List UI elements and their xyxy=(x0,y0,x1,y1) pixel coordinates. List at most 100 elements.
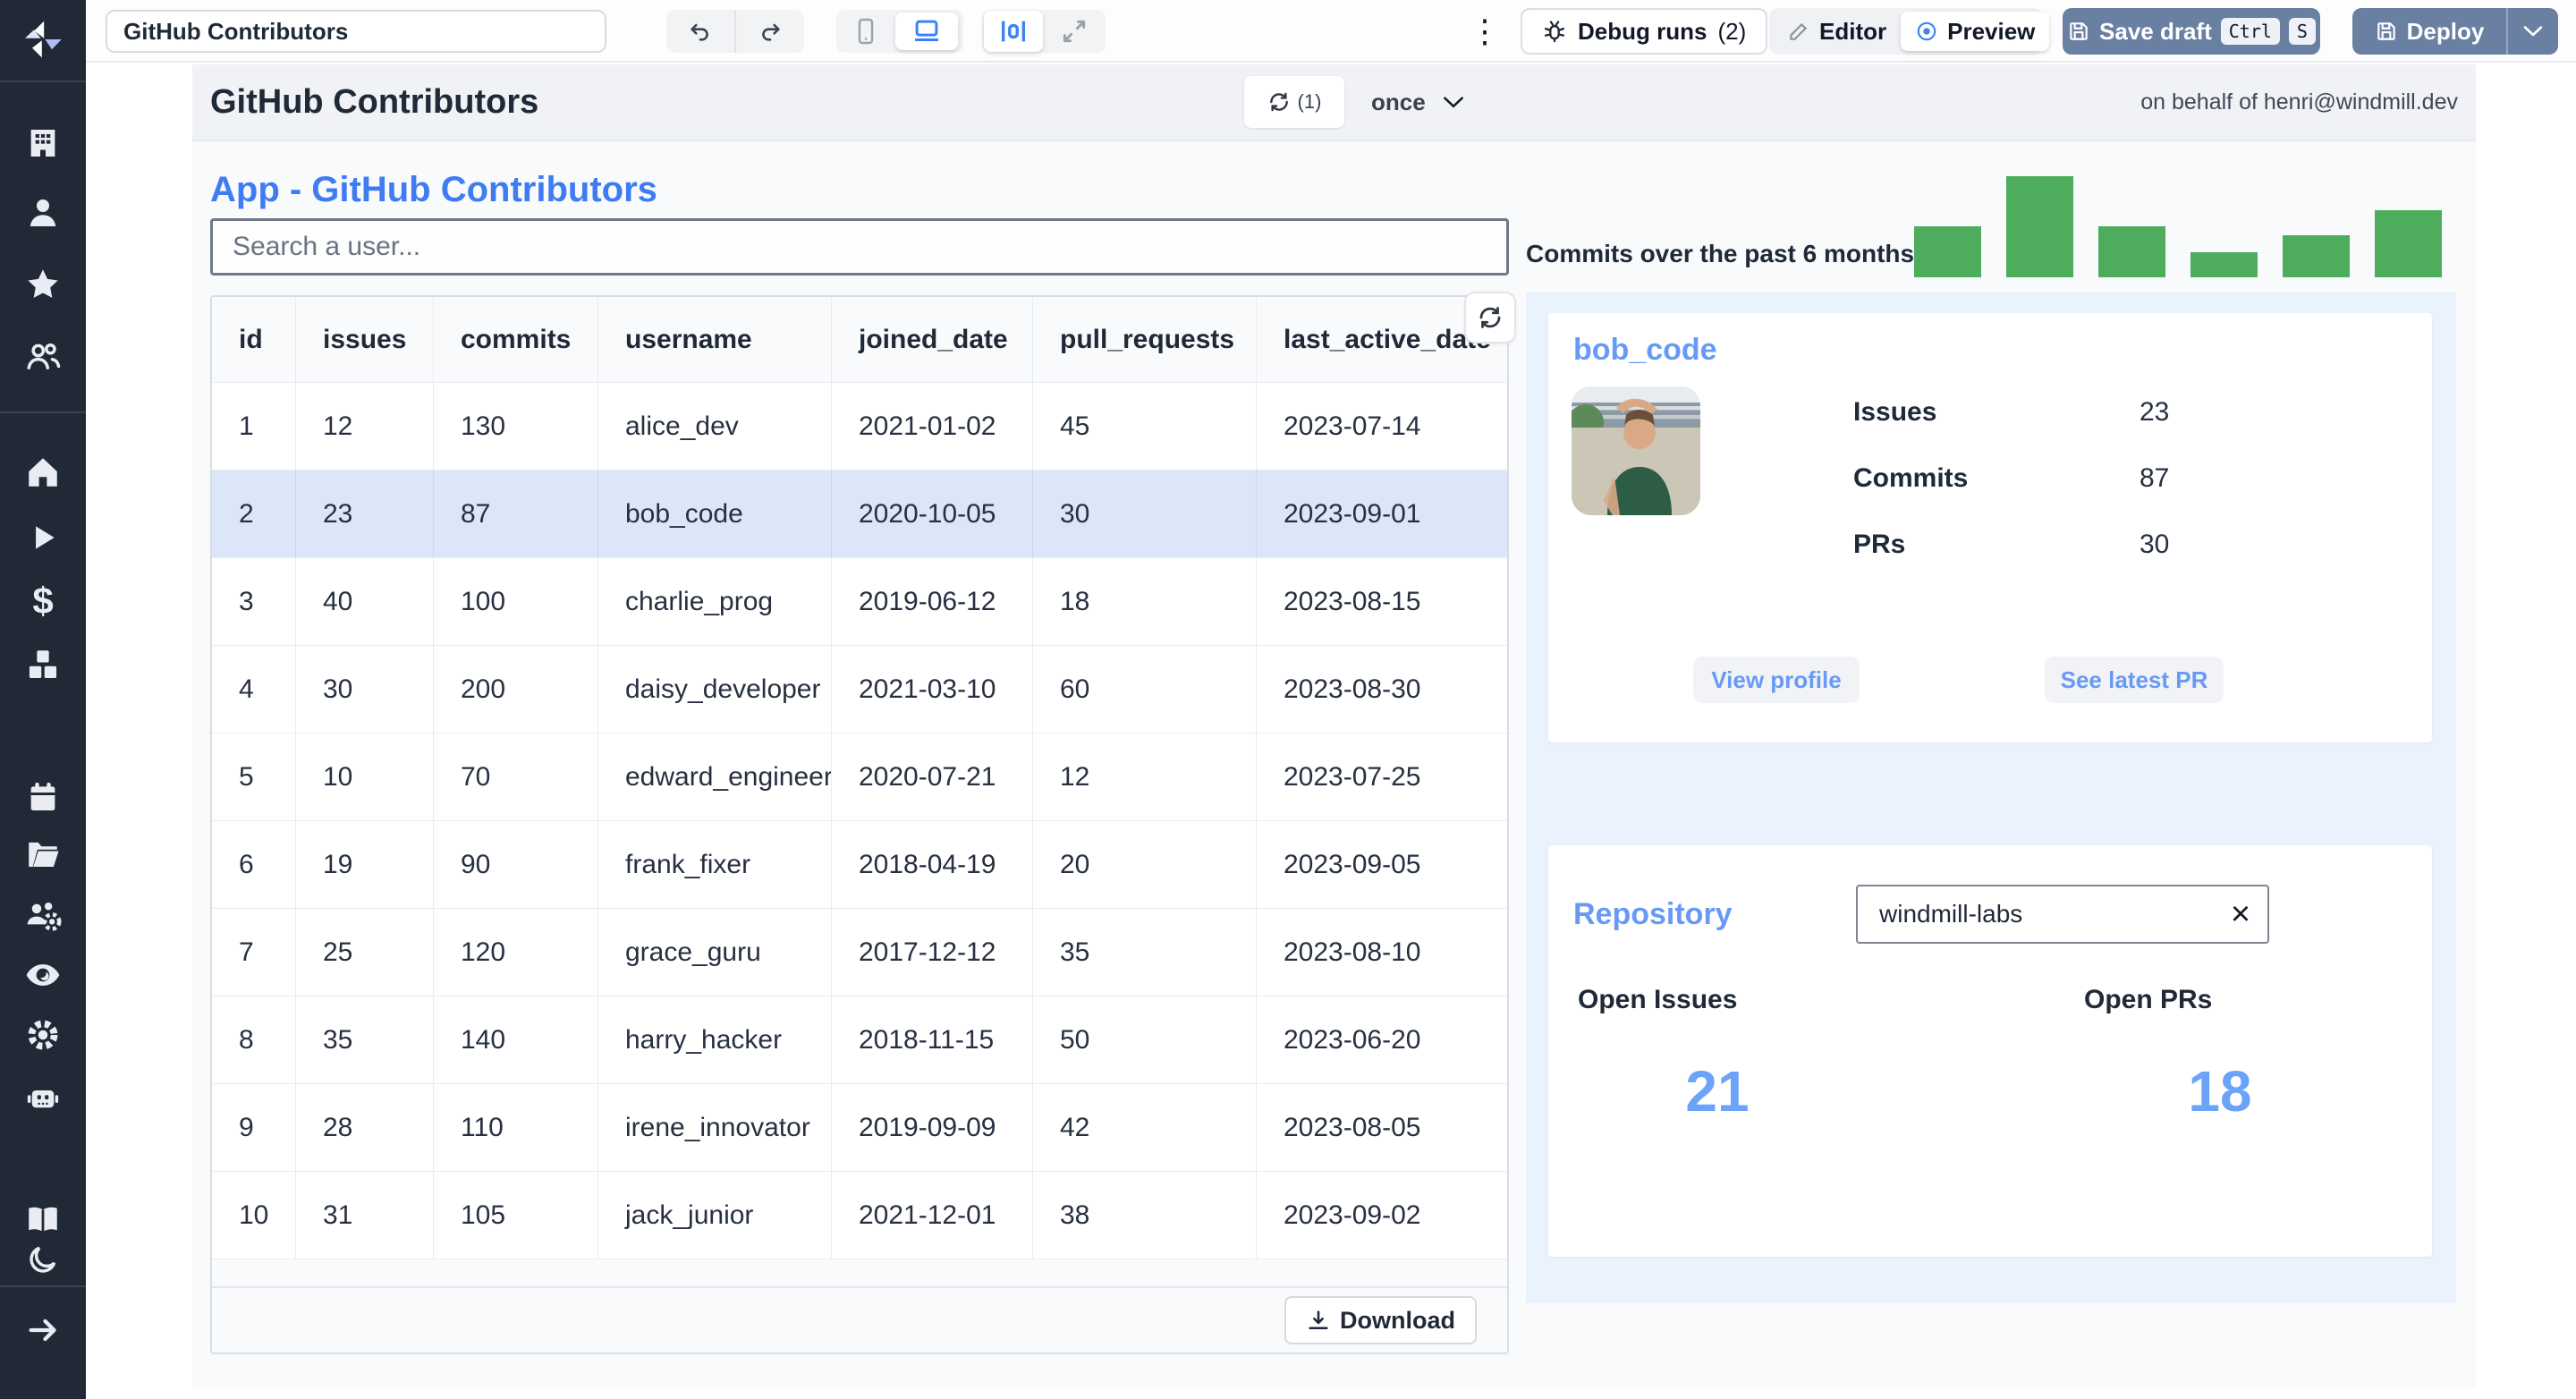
runs-play-icon[interactable] xyxy=(0,516,86,559)
table-cell: 25 xyxy=(296,909,434,996)
debug-runs-button[interactable]: Debug runs (2) xyxy=(1521,8,1768,55)
table-cell: 90 xyxy=(434,821,598,908)
recompute-button[interactable]: (1) xyxy=(1244,76,1344,128)
stat-row: Issues 23 xyxy=(1853,379,2408,445)
windmill-logo-icon[interactable] xyxy=(0,18,86,61)
table-cell: 6 xyxy=(212,821,296,908)
search-user-input[interactable] xyxy=(210,218,1509,276)
collapse-arrow-icon[interactable] xyxy=(0,1309,86,1352)
table-cell: frank_fixer xyxy=(598,821,832,908)
editor-preview-toggle: Editor Preview xyxy=(1769,8,2050,55)
table-row[interactable]: 8 35 140 harry_hacker 2018-11-15 50 2023-06-20 xyxy=(212,996,1507,1084)
table-cell: 87 xyxy=(434,471,598,557)
table-cell: 18 xyxy=(1033,558,1257,645)
chart-bar xyxy=(2375,210,2442,277)
table-header-row: id issues commits username joined_date pull_r… xyxy=(212,297,1507,383)
save-icon xyxy=(2070,22,2088,40)
table-cell: 2023-07-25 xyxy=(1284,761,1421,792)
table-row[interactable]: 3 40 100 charlie_prog 2019-06-12 18 2023-08-15 xyxy=(212,558,1507,646)
variables-dollar-icon[interactable]: $ xyxy=(32,580,54,622)
table-column-header: pull_requests xyxy=(1033,297,1257,382)
dark-mode-moon-icon[interactable] xyxy=(0,1238,86,1281)
device-toggle-group xyxy=(836,10,963,53)
fullscreen-expand-icon[interactable] xyxy=(1043,10,1106,53)
workers-users-gear-icon[interactable] xyxy=(0,893,86,936)
table-cell: 2023-09-05 xyxy=(1284,849,1421,879)
table-column-header: id xyxy=(212,297,296,382)
app-name-input[interactable] xyxy=(106,10,606,53)
save-draft-button[interactable]: Save draft Ctrl S xyxy=(2063,8,2320,55)
folders-icon[interactable] xyxy=(0,833,86,876)
view-profile-button[interactable]: View profile xyxy=(1693,657,1860,703)
table-row[interactable]: 7 25 120 grace_guru 2017-12-12 35 2023-08-10 xyxy=(212,909,1507,996)
table-cell: 2023-08-05 xyxy=(1284,1112,1421,1142)
sidebar: $ xyxy=(0,0,86,1399)
see-latest-pr-button[interactable]: See latest PR xyxy=(2045,657,2224,703)
table-cell: 23 xyxy=(296,471,434,557)
table-column-header: username xyxy=(598,297,832,382)
table-cell: 30 xyxy=(1033,471,1257,557)
debug-runs-count: (2) xyxy=(1717,17,1747,45)
more-options-kebab-icon[interactable]: ⋮ xyxy=(1469,13,1501,49)
docs-book-icon[interactable] xyxy=(0,1198,86,1241)
table-row[interactable]: 6 19 90 frank_fixer 2018-04-19 20 2023-09-05 xyxy=(212,821,1507,909)
debug-runs-label: Debug runs xyxy=(1578,17,1707,45)
refresh-icon xyxy=(1269,92,1288,112)
table-row[interactable]: 5 10 70 edward_engineer 2020-07-21 12 2023-07-… xyxy=(212,733,1507,821)
editor-tab[interactable]: Editor xyxy=(1773,12,1901,51)
divider xyxy=(734,10,736,53)
groups-icon[interactable] xyxy=(0,335,86,378)
table-row[interactable]: 9 28 110 irene_innovator 2019-09-09 42 2023-08… xyxy=(212,1084,1507,1172)
deploy-label: Deploy xyxy=(2406,17,2485,45)
stat-label-issues: Issues xyxy=(1853,397,1937,427)
table-row[interactable]: 4 30 200 daisy_developer 2021-03-10 60 2023-08… xyxy=(212,646,1507,733)
table-row[interactable]: 1 12 130 alice_dev 2021-01-02 45 2023-07-14 xyxy=(212,383,1507,471)
repository-card: Repository × Open Issues Open PRs 21 18 xyxy=(1548,845,2432,1257)
desktop-view-button[interactable] xyxy=(895,13,958,50)
table-column-header: joined_date xyxy=(832,297,1033,382)
center-content-button[interactable] xyxy=(984,11,1043,52)
table-refresh-button[interactable] xyxy=(1464,292,1516,343)
table-row[interactable]: 2 23 87 bob_code 2020-10-05 30 2023-09-01 xyxy=(212,471,1507,558)
sidebar-divider xyxy=(0,1285,86,1287)
editor-tab-label: Editor xyxy=(1819,17,1887,45)
ai-robot-icon[interactable] xyxy=(0,1075,86,1118)
table-row[interactable]: 10 31 105 jack_junior 2021-12-01 38 2023-09-02 xyxy=(212,1172,1507,1259)
resources-blocks-icon[interactable] xyxy=(0,643,86,686)
preview-tab-label: Preview xyxy=(1947,17,2036,45)
undo-button[interactable] xyxy=(666,10,734,53)
clear-input-icon[interactable]: × xyxy=(2230,895,2251,933)
table-cell: 31 xyxy=(296,1172,434,1259)
redo-button[interactable] xyxy=(736,10,804,53)
user-icon[interactable] xyxy=(0,191,86,234)
table-cell: 140 xyxy=(434,996,598,1083)
schedules-calendar-icon[interactable] xyxy=(0,776,86,818)
table-column-header: last_active_date xyxy=(1284,324,1491,354)
stat-label-prs: PRs xyxy=(1853,530,1906,559)
deploy-dropdown-chevron[interactable] xyxy=(2506,8,2558,55)
deploy-action[interactable]: Deploy xyxy=(2352,8,2506,55)
table-cell: alice_dev xyxy=(598,383,832,470)
chart-bar xyxy=(2098,226,2165,277)
stat-value-commits: 87 xyxy=(2140,463,2170,493)
home-icon[interactable] xyxy=(0,451,86,494)
table-cell: 2023-09-02 xyxy=(1284,1200,1421,1230)
audit-eye-icon[interactable] xyxy=(0,954,86,996)
table-cell: 12 xyxy=(1033,733,1257,820)
table-column-header: commits xyxy=(434,297,598,382)
download-button[interactable]: Download xyxy=(1284,1296,1477,1344)
settings-gear-icon[interactable] xyxy=(0,1013,86,1056)
mobile-view-button[interactable] xyxy=(836,10,895,53)
table-cell: 105 xyxy=(434,1172,598,1259)
table-cell: 12 xyxy=(296,383,434,470)
stat-row: Commits 87 xyxy=(1853,445,2408,512)
table-cell: 70 xyxy=(434,733,598,820)
preview-tab[interactable]: Preview xyxy=(1901,12,2050,51)
workspace-icon[interactable] xyxy=(0,122,86,165)
table-cell: 10 xyxy=(212,1172,296,1259)
table-body: 1 12 130 alice_dev 2021-01-02 45 2023-07-14 2 23… xyxy=(212,383,1507,1259)
repository-input[interactable] xyxy=(1858,900,2214,928)
favorites-star-icon[interactable] xyxy=(0,263,86,306)
schedule-mode-dropdown[interactable]: once xyxy=(1371,64,1465,140)
repository-input-wrap: × xyxy=(1856,885,2269,944)
